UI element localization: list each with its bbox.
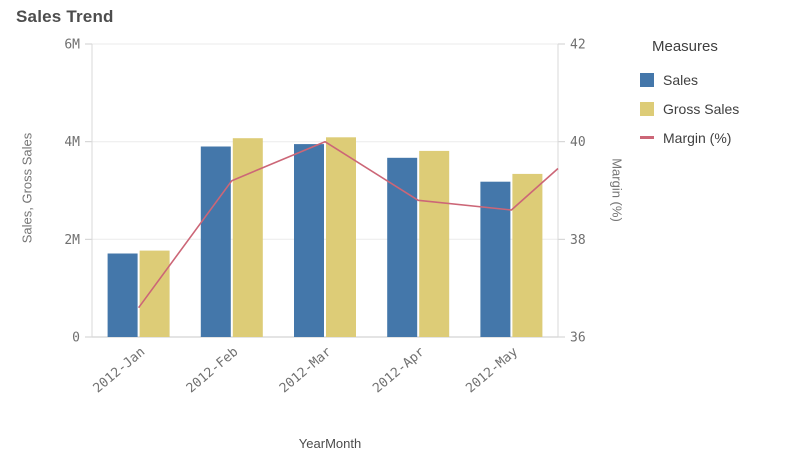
x-axis-tick-label: 2012-Feb bbox=[184, 344, 242, 396]
legend-item-label: Sales bbox=[663, 71, 699, 88]
bar-sales-2012-jan[interactable] bbox=[107, 253, 138, 338]
legend-item-label: Margin (%) bbox=[663, 129, 732, 146]
legend-items: Sales Gross Sales Margin (%) bbox=[640, 65, 795, 152]
bar-gross-sales-2012-mar[interactable] bbox=[326, 137, 356, 337]
x-axis-title: YearMonth bbox=[298, 436, 362, 451]
bar-gross-sales-2012-may[interactable] bbox=[512, 173, 543, 337]
left-axis-tick-label: 2M bbox=[64, 233, 80, 248]
right-axis-tick-label: 40 bbox=[570, 135, 586, 150]
x-axis-tick-label: 2012-May bbox=[463, 344, 521, 396]
bar-gross-sales-2012-apr[interactable] bbox=[419, 150, 450, 337]
right-axis-title: Margin (%) bbox=[609, 158, 625, 222]
left-axis-tick-label: 4M bbox=[64, 135, 80, 150]
legend-item-margin[interactable]: Margin (%) bbox=[640, 123, 795, 152]
legend-item-gross-sales[interactable]: Gross Sales bbox=[640, 94, 795, 123]
bar-sales-2012-feb[interactable] bbox=[200, 146, 231, 338]
x-axis-tick-label: 2012-Jan bbox=[91, 345, 149, 397]
bar-sales-2012-may[interactable] bbox=[480, 181, 511, 337]
left-axis-tick-label: 0 bbox=[72, 331, 80, 346]
right-axis-tick-label: 38 bbox=[570, 233, 586, 248]
chart-title: Sales Trend bbox=[16, 7, 114, 26]
bar-sales-2012-apr[interactable] bbox=[387, 157, 418, 337]
legend-color-swatch-icon bbox=[640, 72, 654, 87]
bar-gross-sales-2012-jan[interactable] bbox=[139, 250, 170, 337]
right-axis-tick-label: 36 bbox=[570, 331, 586, 346]
legend-color-swatch-icon bbox=[640, 101, 654, 116]
bar-gross-sales-2012-feb[interactable] bbox=[232, 138, 263, 337]
legend-line-swatch-icon bbox=[640, 136, 654, 139]
right-axis-tick-label: 42 bbox=[570, 38, 586, 53]
left-axis-title: Sales, Gross Sales bbox=[19, 132, 35, 244]
x-axis-tick-label: 2012-Mar bbox=[277, 344, 335, 396]
x-axis-tick-label: 2012-Apr bbox=[370, 344, 428, 396]
legend-title: Measures bbox=[652, 38, 718, 55]
bar-sales-2012-mar[interactable] bbox=[294, 144, 324, 337]
legend: Measures Sales Gross Sales Margin (%) bbox=[640, 38, 795, 152]
left-axis-tick-label: 6M bbox=[64, 38, 80, 53]
legend-item-label: Gross Sales bbox=[663, 100, 740, 117]
legend-item-sales[interactable]: Sales bbox=[640, 65, 795, 94]
line-margin[interactable] bbox=[137, 140, 559, 309]
